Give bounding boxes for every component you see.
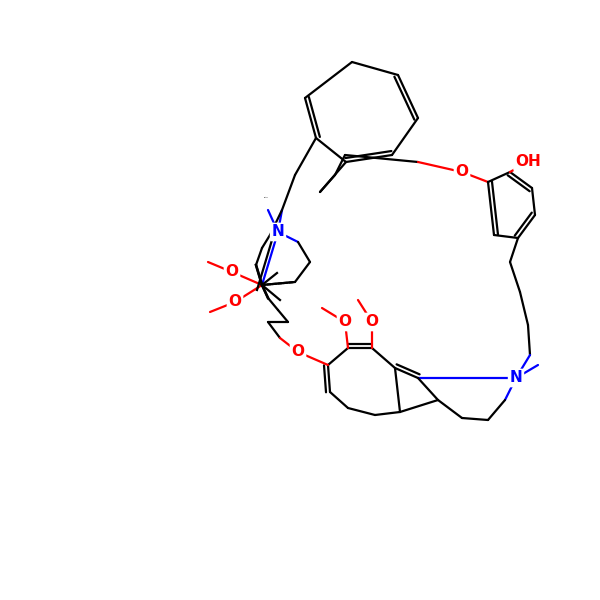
Text: O: O <box>365 314 379 329</box>
Text: N: N <box>509 370 523 385</box>
Text: O: O <box>455 164 469 179</box>
Text: N: N <box>272 224 284 239</box>
Text: OH: OH <box>515 154 541 169</box>
Text: O: O <box>338 314 352 329</box>
Text: O: O <box>226 265 239 280</box>
Text: O: O <box>292 344 305 359</box>
Text: O: O <box>229 295 241 310</box>
Text: methyl: methyl <box>263 197 268 198</box>
